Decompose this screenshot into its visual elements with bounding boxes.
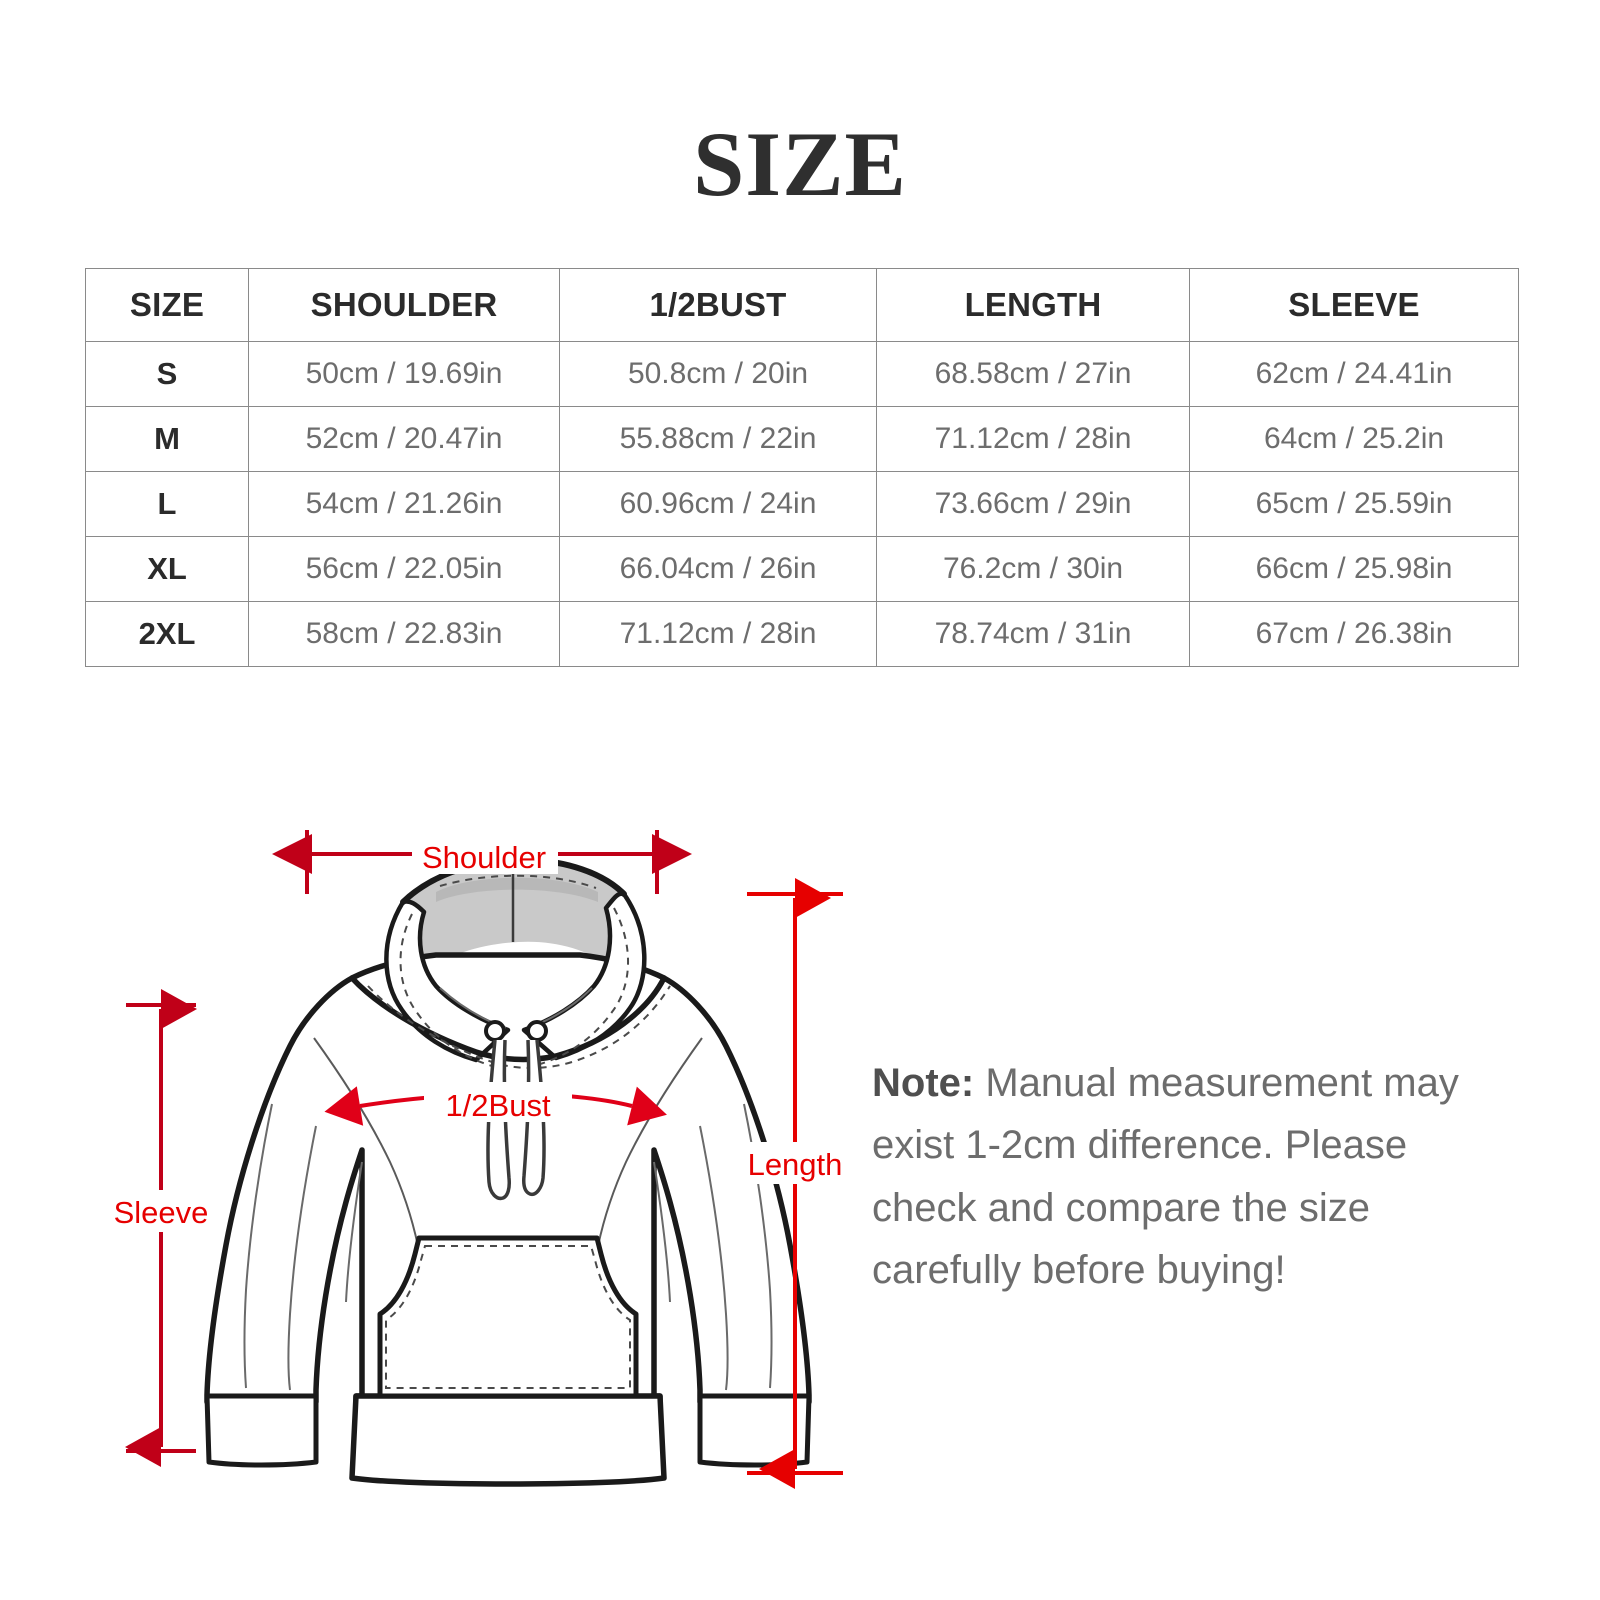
- left-sleeve-fold-a: [243, 1103, 273, 1389]
- cell-size-s: S: [85, 341, 249, 407]
- hem-band: [349, 1393, 667, 1487]
- bust-label: 1/2Bust: [445, 1088, 551, 1123]
- column-header-shoulder: SHOULDER: [248, 268, 560, 342]
- cell-bust-s: 50.8cm / 20in: [559, 341, 877, 407]
- cell-length-xl: 76.2cm / 30in: [876, 536, 1190, 602]
- cell-size-2xl: 2XL: [85, 601, 249, 667]
- size-table-container: SIZE SHOULDER 1/2BUST LENGTH SLEEVE S 50…: [85, 268, 1519, 667]
- left-eyelet: [484, 1020, 506, 1042]
- bust-measure-arrow: 1/2Bust: [324, 1082, 667, 1126]
- right-shoulder-seam: [597, 1037, 703, 1247]
- kangaroo-pocket: [377, 1235, 639, 1399]
- hood-left-panel: [384, 899, 511, 1063]
- cell-sleeve-s: 62cm / 24.41in: [1189, 341, 1519, 407]
- length-measure-arrow: Length: [742, 878, 848, 1489]
- measurement-diagram: Shoulder 1/2Bust Length Sleeve: [0, 790, 1600, 1510]
- cell-shoulder-2xl: 58cm / 22.83in: [248, 601, 560, 667]
- table-body: S 50cm / 19.69in 50.8cm / 20in 68.58cm /…: [85, 341, 1519, 667]
- cell-sleeve-l: 65cm / 25.59in: [1189, 471, 1519, 537]
- hood-top-stitch: [439, 874, 597, 889]
- shoulder-measure-arrow: Shoulder: [272, 830, 692, 894]
- cell-bust-2xl: 71.12cm / 28in: [559, 601, 877, 667]
- column-header-sleeve: SLEEVE: [1189, 268, 1519, 342]
- pocket-stitching: [385, 1245, 631, 1389]
- hoodie-illustration: [204, 856, 812, 1487]
- column-header-size: SIZE: [85, 268, 249, 342]
- hood-neckband: [349, 975, 667, 1063]
- left-sleeve-fold-b: [287, 1125, 317, 1391]
- left-body-fold: [345, 1161, 363, 1303]
- cell-length-m: 71.12cm / 28in: [876, 406, 1190, 472]
- right-sleeve-fold-b: [699, 1125, 729, 1391]
- cell-bust-m: 55.88cm / 22in: [559, 406, 877, 472]
- cell-length-s: 68.58cm / 27in: [876, 341, 1190, 407]
- cell-shoulder-l: 54cm / 21.26in: [248, 471, 560, 537]
- hood-stitch-left: [399, 913, 493, 1067]
- cell-shoulder-xl: 56cm / 22.05in: [248, 536, 560, 602]
- cell-size-l: L: [85, 471, 249, 537]
- note-body: Manual measurement may exist 1-2cm diffe…: [872, 1061, 1459, 1293]
- hood-lining-shade: [436, 877, 598, 902]
- table-header-row: SIZE SHOULDER 1/2BUST LENGTH SLEEVE: [85, 268, 1519, 342]
- cell-sleeve-2xl: 67cm / 26.38in: [1189, 601, 1519, 667]
- cell-shoulder-s: 50cm / 19.69in: [248, 341, 560, 407]
- table-row: XL 56cm / 22.05in 66.04cm / 26in 76.2cm …: [85, 536, 1519, 602]
- length-label: Length: [748, 1147, 843, 1182]
- right-eyelet: [526, 1020, 548, 1042]
- sleeve-measure-arrow: Sleeve: [112, 989, 212, 1467]
- left-cuff: [204, 1393, 319, 1468]
- table-row: L 54cm / 21.26in 60.96cm / 24in 73.66cm …: [85, 471, 1519, 537]
- shoulder-label: Shoulder: [422, 840, 546, 875]
- note-label: Note:: [872, 1061, 975, 1105]
- cell-size-m: M: [85, 406, 249, 472]
- column-header-length: LENGTH: [876, 268, 1190, 342]
- cell-sleeve-xl: 66cm / 25.98in: [1189, 536, 1519, 602]
- sleeve-label: Sleeve: [114, 1195, 209, 1230]
- page-title: SIZE: [693, 113, 907, 215]
- cell-shoulder-m: 52cm / 20.47in: [248, 406, 560, 472]
- table-header: SIZE SHOULDER 1/2BUST LENGTH SLEEVE: [85, 268, 1519, 342]
- cell-bust-l: 60.96cm / 24in: [559, 471, 877, 537]
- cell-size-xl: XL: [85, 536, 249, 602]
- hoodie-body: [204, 952, 812, 1481]
- column-header-bust: 1/2BUST: [559, 268, 877, 342]
- cell-bust-xl: 66.04cm / 26in: [559, 536, 877, 602]
- note-text-block: Note: Manual measurement may exist 1-2cm…: [872, 1052, 1492, 1302]
- cell-sleeve-m: 64cm / 25.2in: [1189, 406, 1519, 472]
- table-row: M 52cm / 20.47in 55.88cm / 22in 71.12cm …: [85, 406, 1519, 472]
- cell-length-l: 73.66cm / 29in: [876, 471, 1190, 537]
- table-row: S 50cm / 19.69in 50.8cm / 20in 68.58cm /…: [85, 341, 1519, 407]
- right-body-fold: [653, 1161, 671, 1303]
- cell-length-2xl: 78.74cm / 31in: [876, 601, 1190, 667]
- hood-stitch-right: [539, 907, 630, 1065]
- table-row: 2XL 58cm / 22.83in 71.12cm / 28in 78.74c…: [85, 601, 1519, 667]
- left-shoulder-seam: [313, 1037, 419, 1247]
- right-cuff: [697, 1393, 812, 1468]
- size-chart-table: SIZE SHOULDER 1/2BUST LENGTH SLEEVE S 50…: [85, 268, 1519, 667]
